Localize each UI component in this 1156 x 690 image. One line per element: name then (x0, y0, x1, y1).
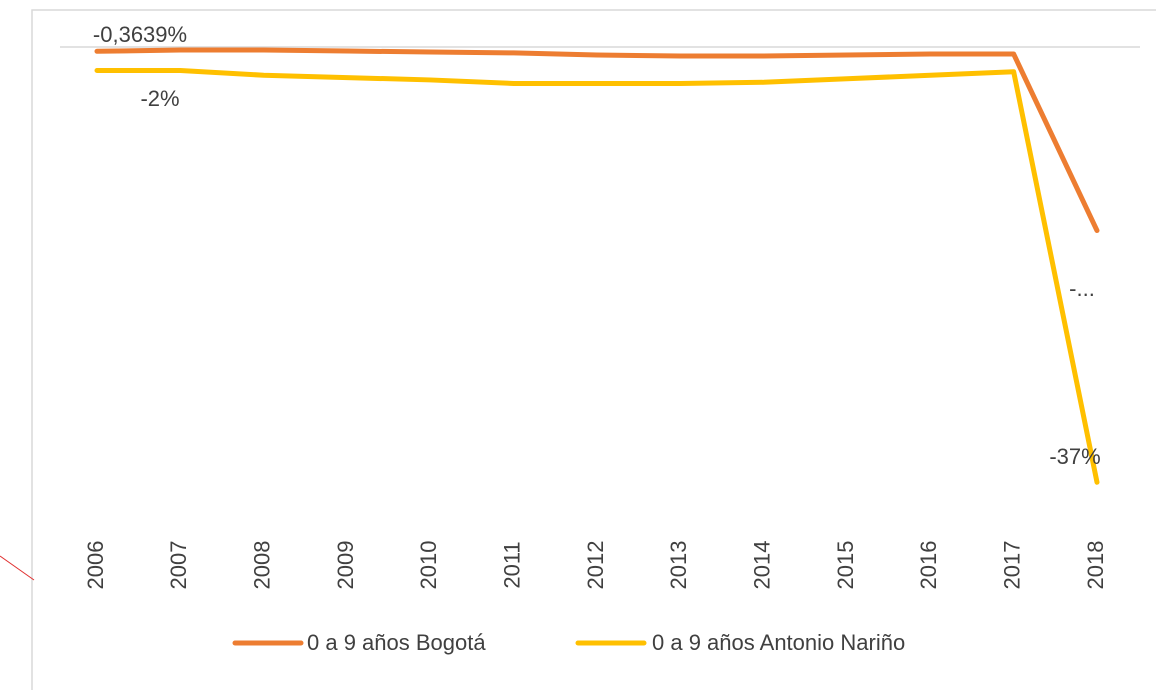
x-tick-label: 2017 (999, 541, 1024, 590)
data-label: -... (1069, 276, 1095, 301)
series-line (94, 68, 1100, 485)
x-tick-label: 2016 (916, 541, 941, 590)
x-tick-label: 2010 (416, 541, 441, 590)
x-tick-label: 2008 (249, 541, 274, 590)
x-tick-label: 2018 (1083, 541, 1108, 590)
x-tick-label: 2006 (83, 541, 108, 590)
x-tick-label: 2015 (833, 541, 858, 590)
decoration-line (0, 555, 35, 581)
x-tick-label: 2007 (166, 541, 191, 590)
data-label: -0,3639% (93, 22, 187, 47)
x-tick-label: 2012 (583, 541, 608, 590)
legend-label: 0 a 9 años Antonio Nariño (652, 630, 905, 655)
x-tick-label: 2011 (499, 541, 524, 588)
x-tick-label: 2009 (333, 541, 358, 590)
x-tick-label: 2013 (666, 541, 691, 590)
series-line (94, 47, 1100, 234)
data-label: -2% (140, 86, 179, 111)
legend-label: 0 a 9 años Bogotá (307, 630, 486, 655)
chart-frame (31, 9, 1156, 690)
x-tick-label: 2014 (749, 541, 774, 590)
data-label: -37% (1049, 444, 1100, 469)
